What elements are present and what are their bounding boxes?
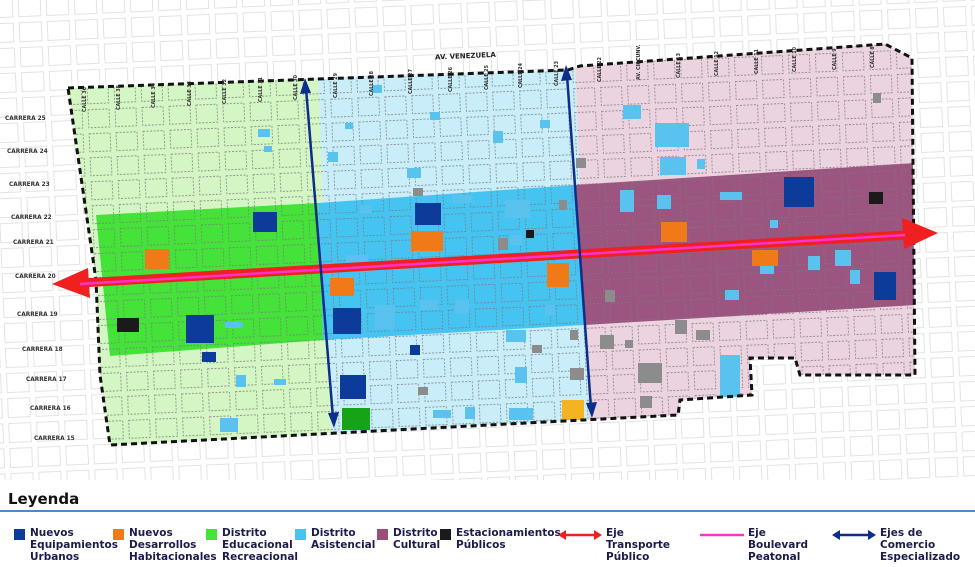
svg-text:CALLE 35: CALLE 35: [116, 85, 122, 110]
svg-text:CALLE 9: CALLE 9: [832, 48, 838, 70]
blue-double-arrow-icon: [832, 530, 876, 540]
svg-text:CARRERA 24: CARRERA 24: [7, 149, 48, 155]
svg-text:CARRERA 22: CARRERA 22: [11, 215, 52, 221]
svg-text:CALLE 23: CALLE 23: [554, 61, 560, 86]
svg-text:CALLE 33: CALLE 33: [187, 81, 193, 106]
swatch-green: [206, 529, 217, 540]
block-grid: [68, 44, 915, 445]
svg-text:CARRERA 25: CARRERA 25: [5, 116, 46, 122]
svg-text:CARRERA 17: CARRERA 17: [26, 377, 67, 383]
svg-text:CALLE 28: CALLE 28: [369, 70, 375, 96]
svg-text:CALLE 10: CALLE 10: [792, 46, 798, 72]
svg-text:CARRERA 18: CARRERA 18: [22, 347, 63, 353]
swatch-light-blue: [295, 529, 306, 540]
svg-text:CALLE 26: CALLE 26: [448, 66, 454, 92]
svg-text:CARRERA 15: CARRERA 15: [34, 436, 75, 442]
nuevos-desarrollos: [145, 222, 778, 296]
street-av-venezuela: AV. VENEZUELA: [435, 51, 497, 62]
magenta-line-icon: [700, 533, 744, 537]
svg-text:CALLE 27: CALLE 27: [408, 69, 414, 94]
red-double-arrow-icon: [558, 530, 602, 540]
svg-text:CALLE 25: CALLE 25: [484, 65, 490, 90]
urban-plan-map: AV. VENEZUELA CARRERA 25 CARRERA 24 CARR…: [0, 0, 975, 480]
swatch-black: [440, 529, 451, 540]
nuevos-equipamientos: [186, 177, 896, 399]
svg-text:CARRERA 23: CARRERA 23: [9, 182, 50, 188]
svg-text:CALLE 32: CALLE 32: [222, 79, 228, 104]
svg-text:CARRERA 21: CARRERA 21: [13, 240, 54, 246]
svg-text:CALLE 22: CALLE 22: [597, 57, 603, 82]
svg-text:CALLE 29: CALLE 29: [333, 72, 339, 98]
svg-text:CALLE 11: CALLE 11: [754, 49, 760, 74]
svg-text:AV. CIRCUNV.: AV. CIRCUNV.: [636, 45, 642, 80]
legend-divider: [0, 510, 975, 512]
svg-text:CALLE 13: CALLE 13: [676, 53, 682, 78]
svg-text:CALLE 31: CALLE 31: [258, 77, 264, 102]
buildings-existing: [220, 85, 860, 432]
plan-boundary: [66, 42, 917, 447]
buildings-gray: [413, 93, 881, 408]
svg-text:CARRERA 16: CARRERA 16: [30, 406, 71, 412]
ejes-comercio-arrows: [300, 65, 597, 428]
svg-text:CALLE 24: CALLE 24: [518, 62, 524, 88]
svg-text:CALLE 8: CALLE 8: [870, 46, 876, 68]
equipamiento-verde: [342, 408, 370, 430]
desarrollo-amarillo: [562, 400, 584, 420]
svg-text:CARRERA 20: CARRERA 20: [15, 274, 56, 280]
calle-labels-east: CALLE 13 CALLE 12 CALLE 11 CALLE 10 CALL…: [676, 46, 876, 78]
swatch-dark-blue: [14, 529, 25, 540]
estacionamientos: [117, 192, 883, 332]
calle-labels: CALLE 36 CALLE 35 CALLE 34 CALLE 33 CALL…: [82, 45, 642, 112]
carrera-labels: CARRERA 25 CARRERA 24 CARRERA 23 CARRERA…: [5, 116, 75, 442]
svg-text:CALLE 30: CALLE 30: [293, 74, 299, 100]
swatch-orange: [113, 529, 124, 540]
legend-title: Leyenda: [8, 490, 80, 508]
svg-text:CALLE 34: CALLE 34: [151, 82, 157, 108]
svg-text:CALLE 12: CALLE 12: [714, 51, 720, 76]
eje-boulevard-line: [79, 233, 906, 286]
svg-text:CARRERA 19: CARRERA 19: [17, 312, 58, 318]
swatch-purple: [377, 529, 388, 540]
svg-text:CALLE 36: CALLE 36: [82, 86, 88, 112]
